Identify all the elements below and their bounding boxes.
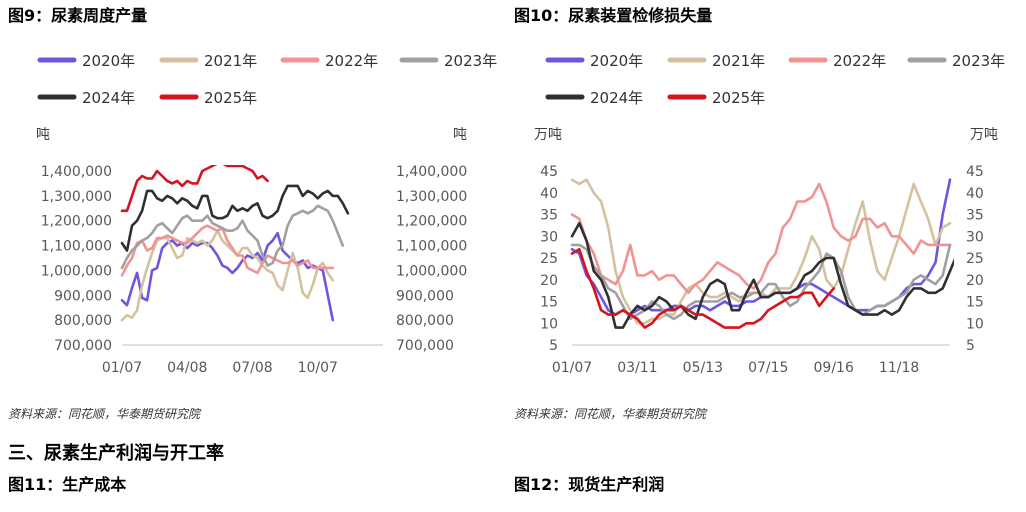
fig10-ytick-left-0: 5 (549, 338, 558, 354)
fig9-legend-label-5: 2025年 (204, 89, 257, 107)
fig10-ytick-right-8: 45 (966, 164, 984, 180)
fig9-xtick-3: 10/07 (298, 360, 338, 376)
fig10-ytick-left-6: 35 (540, 208, 558, 224)
fig9-series-line-2024年 (120, 184, 350, 252)
fig10-unit-right: 万吨 (970, 127, 998, 143)
fig9-ytick-left-1: 800,000 (54, 313, 112, 329)
fig9-ytick-right-6: 1,300,000 (396, 189, 467, 205)
fig10-title: 图10：尿素装置检修损失量 (514, 6, 713, 25)
fig10-xtick-3: 07/15 (748, 360, 788, 376)
fig10-xtick-2: 05/13 (683, 360, 723, 376)
fig10-ytick-left-1: 10 (540, 316, 558, 332)
fig10-series-line-2025年 (570, 248, 836, 329)
fig9-unit-right: 吨 (453, 127, 467, 143)
fig9-ytick-left-6: 1,300,000 (41, 189, 112, 205)
fig10-legend-label-3: 2023年 (952, 52, 1005, 70)
fig9-unit-left: 吨 (36, 127, 50, 143)
fig9-legend-label-3: 2023年 (444, 52, 497, 70)
fig9-xtick-0: 01/07 (102, 360, 142, 376)
fig9-ytick-right-5: 1,200,000 (396, 214, 467, 230)
fig10-legend-label-4: 2024年 (590, 89, 643, 107)
fig9-ytick-left-0: 700,000 (54, 338, 112, 354)
fig9-xtick-2: 07/08 (232, 360, 272, 376)
fig9-ytick-right-7: 1,400,000 (396, 164, 467, 180)
fig10-ytick-right-3: 20 (966, 273, 984, 289)
fig10-xtick-1: 03/11 (617, 360, 657, 376)
fig10-ytick-left-5: 30 (540, 229, 558, 245)
fig9-ytick-right-2: 900,000 (396, 288, 454, 304)
fig9-ytick-left-2: 900,000 (54, 288, 112, 304)
fig10-xtick-0: 01/07 (552, 360, 592, 376)
source-note-right: 资料来源：同花顺，华泰期货研究院 (514, 407, 707, 421)
fig10-ytick-right-4: 25 (966, 251, 984, 267)
fig10-ytick-right-1: 10 (966, 316, 984, 332)
fig10-ytick-right-0: 5 (966, 338, 975, 354)
section-heading: 三、尿素生产利润与开工率 (8, 443, 224, 464)
fig9-ytick-left-4: 1,100,000 (41, 239, 112, 255)
fig10-series-line-2022年 (570, 182, 952, 295)
fig10-ytick-left-8: 45 (540, 164, 558, 180)
fig10-ytick-left-3: 20 (540, 273, 558, 289)
fig10-unit-left: 万吨 (534, 127, 562, 143)
source-note-left: 资料来源：同花顺，华泰期货研究院 (8, 407, 201, 421)
fig9-legend-label-0: 2020年 (82, 52, 135, 70)
fig9-ytick-right-0: 700,000 (396, 338, 454, 354)
fig10-xtick-4: 09/16 (814, 360, 854, 376)
fig10-legend-label-2: 2022年 (833, 52, 886, 70)
fig10-ytick-right-2: 15 (966, 295, 984, 311)
fig9-series-line-2020年 (120, 231, 335, 322)
fig10-ytick-right-5: 30 (966, 229, 984, 245)
fig9-legend-label-1: 2021年 (204, 52, 257, 70)
fig9-title: 图9：尿素周度产量 (8, 6, 148, 25)
fig10-xtick-5: 11/18 (879, 360, 919, 376)
fig9-series-line-2025年 (120, 165, 269, 213)
fig9-ytick-left-5: 1,200,000 (41, 214, 112, 230)
fig10-legend-label-1: 2021年 (712, 52, 765, 70)
fig12-title: 图12：现货生产利润 (514, 475, 665, 494)
fig10-ytick-right-6: 35 (966, 208, 984, 224)
fig9-xtick-1: 04/08 (167, 360, 207, 376)
fig10-legend-label-0: 2020年 (590, 52, 643, 70)
fig9-ytick-left-7: 1,400,000 (41, 164, 112, 180)
fig9-ytick-right-3: 1,000,000 (396, 263, 467, 279)
fig10-legend-label-5: 2025年 (712, 89, 765, 107)
fig9-ytick-left-3: 1,000,000 (41, 263, 112, 279)
fig10-ytick-left-4: 25 (540, 251, 558, 267)
fig9-legend-label-4: 2024年 (82, 89, 135, 107)
fig11-title: 图11：生产成本 (8, 475, 127, 494)
fig9-ytick-right-4: 1,100,000 (396, 239, 467, 255)
fig10-ytick-left-2: 15 (540, 295, 558, 311)
fig10-ytick-right-7: 40 (966, 186, 984, 202)
fig9-series-line-2023年 (120, 204, 345, 270)
fig10-ytick-left-7: 40 (540, 186, 558, 202)
fig10-series-line-2024年 (570, 221, 954, 329)
fig9-series-line-2022年 (120, 224, 335, 277)
fig9-ytick-right-1: 800,000 (396, 313, 454, 329)
fig9-legend-label-2: 2022年 (325, 52, 378, 70)
